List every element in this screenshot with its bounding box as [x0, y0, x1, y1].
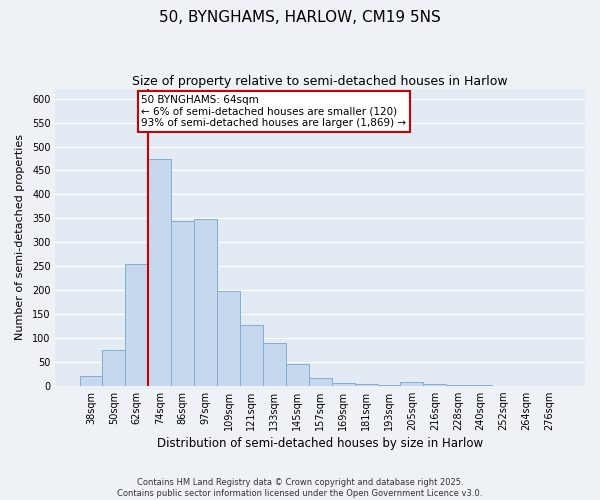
- Y-axis label: Number of semi-detached properties: Number of semi-detached properties: [15, 134, 25, 340]
- Text: 50 BYNGHAMS: 64sqm
← 6% of semi-detached houses are smaller (120)
93% of semi-de: 50 BYNGHAMS: 64sqm ← 6% of semi-detached…: [142, 95, 407, 128]
- Bar: [240, 325, 263, 386]
- Bar: [80, 376, 103, 386]
- Title: Size of property relative to semi-detached houses in Harlow: Size of property relative to semi-detach…: [133, 75, 508, 88]
- X-axis label: Distribution of semi-detached houses by size in Harlow: Distribution of semi-detached houses by …: [157, 437, 483, 450]
- Bar: [332, 383, 355, 386]
- Bar: [171, 220, 194, 386]
- Bar: [217, 291, 240, 386]
- Bar: [194, 220, 217, 386]
- Text: 50, BYNGHAMS, HARLOW, CM19 5NS: 50, BYNGHAMS, HARLOW, CM19 5NS: [159, 10, 441, 25]
- Bar: [400, 382, 424, 386]
- Text: Contains HM Land Registry data © Crown copyright and database right 2025.
Contai: Contains HM Land Registry data © Crown c…: [118, 478, 482, 498]
- Bar: [309, 378, 332, 386]
- Bar: [148, 158, 171, 386]
- Bar: [286, 364, 309, 386]
- Bar: [125, 264, 148, 386]
- Bar: [103, 350, 125, 386]
- Bar: [355, 384, 377, 386]
- Bar: [377, 384, 400, 386]
- Bar: [263, 342, 286, 386]
- Bar: [424, 384, 446, 386]
